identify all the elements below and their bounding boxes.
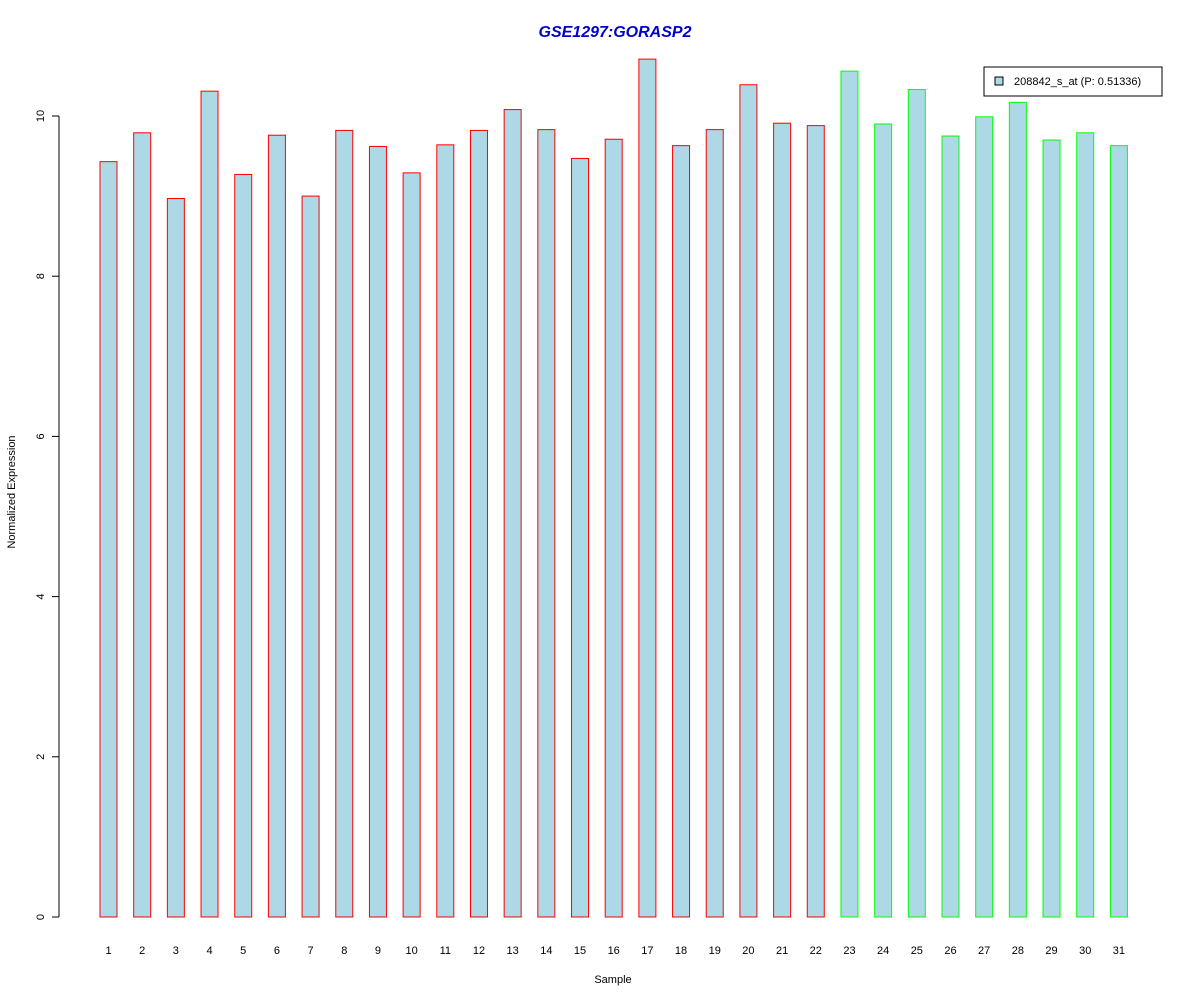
y-axis-label: Normalized Expression xyxy=(6,435,18,548)
x-tick-label: 30 xyxy=(1079,945,1091,957)
x-tick-label: 2 xyxy=(139,945,145,957)
bar-sample-1 xyxy=(99,161,118,918)
bar-sample-28 xyxy=(1008,101,1027,918)
y-tick-label: 2 xyxy=(35,754,47,760)
bar-sample-29 xyxy=(1042,139,1061,918)
x-tick-label: 10 xyxy=(405,945,417,957)
y-tick-label: 0 xyxy=(35,914,47,920)
x-tick-label: 6 xyxy=(274,945,280,957)
chart-title: GSE1297:GORASP2 xyxy=(539,24,692,41)
x-tick-label: 26 xyxy=(944,945,956,957)
x-tick-label: 22 xyxy=(810,945,822,957)
bar-sample-5 xyxy=(234,173,253,918)
legend-box xyxy=(983,66,1163,97)
bar-sample-15 xyxy=(571,157,590,918)
bar-sample-18 xyxy=(672,145,691,918)
x-tick-label: 13 xyxy=(507,945,519,957)
x-tick-label: 20 xyxy=(742,945,754,957)
x-tick-label: 24 xyxy=(877,945,889,957)
y-tick-label: 10 xyxy=(35,110,47,122)
bar-sample-20 xyxy=(739,84,758,918)
x-tick-label: 3 xyxy=(173,945,179,957)
bar-sample-16 xyxy=(604,138,623,918)
bar-sample-11 xyxy=(436,144,455,918)
x-tick-label: 18 xyxy=(675,945,687,957)
bar-sample-26 xyxy=(941,135,960,918)
bar-sample-4 xyxy=(200,90,219,918)
x-axis-label: Sample xyxy=(594,974,631,986)
x-tick-label: 31 xyxy=(1113,945,1125,957)
bar-sample-19 xyxy=(705,129,724,918)
bar-sample-2 xyxy=(133,132,152,918)
x-tick-label: 15 xyxy=(574,945,586,957)
y-tick-label: 6 xyxy=(35,433,47,439)
bar-sample-12 xyxy=(469,129,488,918)
x-tick-label: 11 xyxy=(440,945,451,957)
x-tick-label: 7 xyxy=(308,945,314,957)
x-tick-label: 1 xyxy=(105,945,111,957)
y-tick-label: 8 xyxy=(35,273,47,279)
bar-sample-3 xyxy=(166,198,185,918)
bar-sample-9 xyxy=(368,145,387,918)
x-tick-label: 23 xyxy=(843,945,855,957)
bar-sample-7 xyxy=(301,195,320,918)
x-tick-label: 25 xyxy=(911,945,923,957)
x-tick-label: 4 xyxy=(206,945,212,957)
x-tick-label: 12 xyxy=(473,945,485,957)
x-tick-label: 29 xyxy=(1045,945,1057,957)
x-tick-label: 9 xyxy=(375,945,381,957)
x-tick-label: 28 xyxy=(1012,945,1024,957)
y-tick-label: 4 xyxy=(35,594,47,600)
bar-sample-14 xyxy=(537,129,556,918)
x-tick-label: 21 xyxy=(776,945,788,957)
x-tick-label: 8 xyxy=(341,945,347,957)
legend: 208842_s_at (P: 0.51336) xyxy=(983,66,1163,97)
bar-sample-30 xyxy=(1076,132,1095,918)
legend-swatch xyxy=(994,76,1004,86)
x-tick-label: 16 xyxy=(608,945,620,957)
x-axis-tick-labels: 1 2 3 4 5 6 7 8 9 10 11 12 13 14 15 16 17 18 19 20 21 22 23 24 2… xyxy=(105,945,1125,957)
bar-sample-22 xyxy=(806,125,825,918)
x-tick-label: 5 xyxy=(240,945,246,957)
x-tick-label: 17 xyxy=(641,945,653,957)
bar-sample-13 xyxy=(503,109,522,918)
bar-sample-21 xyxy=(773,122,792,918)
bar-sample-6 xyxy=(267,134,286,918)
bar-sample-17 xyxy=(638,58,657,918)
bar-sample-10 xyxy=(402,172,421,918)
bar-sample-8 xyxy=(335,129,354,918)
bar-sample-25 xyxy=(907,89,926,918)
x-tick-label: 14 xyxy=(540,945,552,957)
x-tick-label: 19 xyxy=(709,945,721,957)
y-axis: 0 2 4 6 8 10 xyxy=(35,110,60,920)
bar-sample-27 xyxy=(975,116,994,918)
bar-sample-31 xyxy=(1109,145,1128,918)
legend-label: 208842_s_at (P: 0.51336) xyxy=(1014,76,1141,88)
bars xyxy=(99,58,1128,918)
bar-sample-24 xyxy=(874,123,893,918)
x-tick-label: 27 xyxy=(978,945,990,957)
bar-sample-23 xyxy=(840,70,859,918)
